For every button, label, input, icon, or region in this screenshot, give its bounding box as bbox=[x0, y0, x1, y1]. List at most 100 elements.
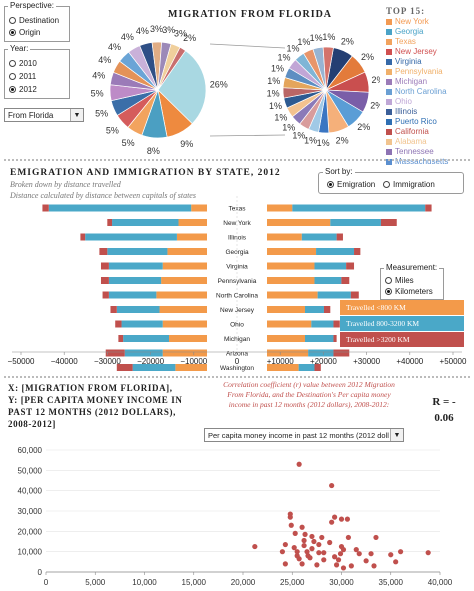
second-pie-label: 2% bbox=[357, 122, 370, 132]
scatter-point bbox=[282, 541, 288, 548]
scatter-y-tick-label: 40,000 bbox=[18, 487, 43, 496]
main-pie-label: 3% bbox=[162, 25, 175, 35]
radio-destination[interactable]: Destination bbox=[9, 16, 59, 25]
radio-2010[interactable]: 2010 bbox=[9, 59, 37, 68]
metric-dropdown-value: Per capita money income in past 12 month… bbox=[208, 430, 389, 440]
radio-2012[interactable]: 2012 bbox=[9, 85, 37, 94]
radio-immigration-label: Immigration bbox=[393, 180, 435, 189]
bar-category-label: Virginia bbox=[226, 264, 248, 271]
bar-left-0 bbox=[156, 291, 207, 299]
second-pie-label: 2% bbox=[361, 52, 374, 62]
bar-left-1 bbox=[116, 306, 160, 313]
scatter-point bbox=[288, 522, 294, 528]
bar-right-1 bbox=[298, 364, 315, 371]
metric-dropdown[interactable]: Per capita money income in past 12 month… bbox=[204, 428, 404, 442]
scatter-point bbox=[425, 550, 431, 556]
top15-name: Ohio bbox=[395, 97, 412, 106]
main-pie-label: 8% bbox=[147, 146, 160, 156]
radio-2011-dot[interactable] bbox=[9, 73, 16, 80]
top15-item: Illinois bbox=[386, 107, 472, 117]
bar-left-2 bbox=[110, 306, 117, 313]
radio-origin-dot[interactable] bbox=[9, 29, 16, 36]
top15-swatch bbox=[386, 129, 392, 135]
scatter-x-tick-label: 40,000 bbox=[428, 578, 453, 587]
top15-swatch bbox=[386, 29, 392, 35]
top15-item: Virginia bbox=[386, 57, 472, 67]
scatter-x-tick-label: 30,000 bbox=[329, 578, 354, 587]
radio-2011[interactable]: 2011 bbox=[9, 72, 36, 81]
scatter-point bbox=[291, 545, 297, 551]
scatter-point bbox=[345, 534, 351, 541]
top15-item: New York bbox=[386, 17, 472, 27]
radio-emigration[interactable]: Emigration bbox=[327, 180, 375, 189]
radio-immigration[interactable]: Immigration bbox=[383, 180, 435, 189]
scatter-point bbox=[299, 561, 305, 567]
bar-right-1 bbox=[304, 306, 324, 313]
measurement-title: Measurement: bbox=[384, 263, 440, 272]
scatter-point bbox=[338, 516, 345, 522]
bar-right-2 bbox=[333, 349, 350, 357]
radio-destination-dot[interactable] bbox=[9, 17, 16, 24]
radio-kilometers-dot[interactable] bbox=[385, 288, 392, 295]
secondary-pie: 2%2%2%2%2%2%1%1%1%1%1%1%1%1%1%1%1%1%1%1% bbox=[267, 32, 380, 148]
radio-origin-label: Origin bbox=[19, 28, 41, 37]
bar-left-2 bbox=[100, 277, 109, 284]
top15-item: California bbox=[386, 127, 472, 137]
top15-swatch bbox=[386, 99, 392, 105]
second-pie-slice bbox=[322, 46, 334, 91]
state-dropdown[interactable]: From Florida ▼ bbox=[4, 108, 84, 122]
bar-chart-subtitle-1: Broken down by distance travelled bbox=[10, 180, 121, 189]
scatter-point bbox=[316, 541, 322, 548]
radio-2012-dot[interactable] bbox=[9, 86, 16, 93]
top15-name: Puerto Rico bbox=[395, 117, 437, 126]
radio-2010-label: 2010 bbox=[19, 59, 37, 68]
chevron-down-icon[interactable]: ▼ bbox=[70, 109, 83, 121]
bar-right-1 bbox=[317, 291, 351, 299]
scatter-point bbox=[316, 550, 322, 556]
radio-kilometers[interactable]: Kilometers bbox=[385, 287, 433, 296]
scatter-point bbox=[301, 537, 307, 544]
bar-right-2 bbox=[323, 306, 331, 313]
radio-emigration-label: Emigration bbox=[337, 180, 376, 189]
bar-left-1 bbox=[107, 248, 168, 255]
bar-right-1 bbox=[330, 219, 381, 226]
scatter-title-line-2: Y: [PER CAPITA MONEY INCOME IN bbox=[8, 395, 183, 405]
top15-swatch bbox=[386, 79, 392, 85]
measurement-group: Measurement: Miles Kilometers bbox=[380, 263, 444, 300]
radio-2010-dot[interactable] bbox=[9, 60, 16, 67]
bar-right-2 bbox=[346, 262, 355, 270]
scatter-point bbox=[368, 551, 374, 557]
chevron-down-icon[interactable]: ▼ bbox=[390, 429, 403, 441]
radio-emigration-dot[interactable] bbox=[327, 181, 334, 188]
scatter-title: X: [MIGRATION FROM FLORIDA], Y: [PER CAP… bbox=[8, 382, 208, 430]
bar-tick-label: +50000 bbox=[440, 357, 467, 366]
top15-name: Alabama bbox=[395, 137, 427, 146]
top15-item: Massachusetts bbox=[386, 157, 472, 167]
bar-left-2 bbox=[107, 219, 113, 226]
scatter-point bbox=[279, 549, 285, 555]
scatter-point bbox=[333, 562, 340, 568]
distance-legend: Travelled <800 KM Travelled 800-3200 KM … bbox=[340, 300, 464, 347]
r-label: R = - bbox=[432, 396, 456, 408]
top15-name: Massachusetts bbox=[395, 157, 449, 166]
second-pie-label: 1% bbox=[317, 138, 330, 148]
bar-left-1 bbox=[108, 262, 163, 270]
pie-charts: 26%9%8%5%5%5%5%4%4%4%4%4%3%3%3%2% 2%2%2%… bbox=[91, 24, 380, 156]
radio-origin[interactable]: Origin bbox=[9, 28, 40, 37]
radio-miles-dot[interactable] bbox=[385, 277, 392, 284]
top15-name: Georgia bbox=[395, 27, 424, 36]
bar-tick-label: +20000 bbox=[310, 357, 337, 366]
scatter-point bbox=[321, 557, 327, 563]
bar-tick-label: −10000 bbox=[180, 357, 207, 366]
scatter-point bbox=[301, 542, 307, 549]
scatter-point bbox=[296, 461, 302, 467]
top15-item: Puerto Rico bbox=[386, 117, 472, 127]
scatter-x-tick-label: 15,000 bbox=[182, 578, 207, 587]
scatter-point bbox=[371, 563, 377, 569]
bar-tick-label: +30000 bbox=[353, 357, 380, 366]
radio-immigration-dot[interactable] bbox=[383, 181, 390, 188]
top15-item: Georgia bbox=[386, 27, 472, 37]
scatter-chart: 0 10,000 20,000 30,000 40,000 50,000 60,000 0 5,… bbox=[18, 446, 453, 587]
radio-miles[interactable]: Miles bbox=[385, 276, 414, 285]
radio-miles-label: Miles bbox=[395, 276, 414, 285]
